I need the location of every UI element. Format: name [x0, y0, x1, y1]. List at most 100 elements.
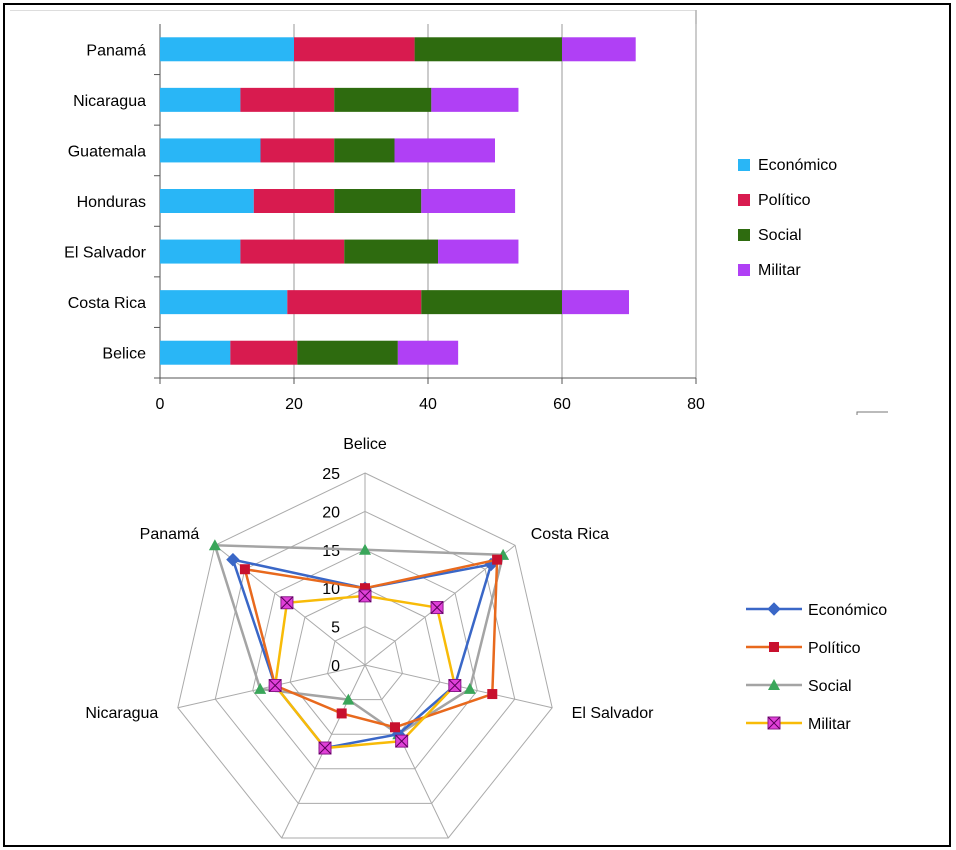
radar-point-economico-panama — [226, 552, 240, 567]
legend-swatch-economico — [738, 159, 750, 171]
axis-label-panama: Panamá — [140, 526, 200, 543]
axis-label-costa-rica: Costa Rica — [531, 526, 609, 543]
radar-point-social-el-salvador — [463, 682, 476, 694]
bar-social-costa-rica — [421, 290, 562, 315]
x-tick-label: 80 — [687, 396, 705, 413]
radar-point-militar-costa-rica-x2 — [430, 601, 444, 614]
legend-label-politico: Político — [808, 640, 861, 657]
legend-swatch-social — [738, 229, 750, 241]
bar-social-panama — [414, 37, 562, 62]
bar-militar-honduras — [421, 189, 516, 213]
x-tick-label: 60 — [553, 396, 571, 413]
radar-point-militar-honduras-x2 — [395, 734, 409, 748]
legend-swatch-politico — [738, 194, 750, 206]
bar-militar-panama — [562, 37, 636, 62]
bar-politico-honduras — [253, 189, 335, 213]
bar-politico-nicaragua — [240, 87, 335, 112]
radar-line-economico — [231, 557, 493, 750]
legend-marker-militar-x2 — [767, 716, 781, 730]
category-label-el-salvador: El Salvador — [64, 245, 146, 262]
radar-point-social-guatemala — [342, 693, 355, 705]
bar-militar-costa-rica — [562, 290, 629, 315]
radar-spoke — [364, 664, 449, 839]
radar-ring — [289, 587, 441, 735]
bar-economico-belice — [160, 340, 231, 365]
legend-label-social: Social — [758, 227, 802, 244]
radar-ring — [214, 510, 516, 804]
legend-label-politico: Político — [758, 192, 811, 209]
bar-economico-el-salvador — [160, 239, 241, 264]
radar-point-politico-el-salvador — [487, 689, 498, 700]
radar-series-militar — [268, 589, 462, 755]
axis-label-belice: Belice — [343, 436, 387, 453]
legend-label-economico: Económico — [808, 602, 887, 619]
category-label-nicaragua: Nicaragua — [73, 93, 146, 110]
category-label-honduras: Honduras — [77, 194, 146, 211]
bar-social-el-salvador — [344, 239, 439, 264]
category-label-guatemala: Guatemala — [68, 143, 146, 160]
radar-point-militar-nicaragua-x2 — [268, 679, 282, 692]
corner-mark — [856, 411, 888, 418]
x-tick-label: 40 — [419, 396, 437, 413]
radar-point-politico-costa-rica — [492, 554, 503, 565]
legend-marker-economico — [767, 602, 781, 616]
radar-legend: Económico Político Social Militar — [746, 602, 887, 733]
bar-economico-honduras — [160, 189, 254, 213]
bar-economico-guatemala — [160, 138, 261, 163]
radar-point-politico-belice — [360, 583, 370, 594]
radar-point-militar-el-salvador-x2 — [448, 679, 462, 692]
x-tick-label: 20 — [285, 396, 303, 413]
category-label-costa-rica: Costa Rica — [68, 295, 146, 312]
x-tick-label: 0 — [156, 396, 165, 413]
bar-economico-costa-rica — [160, 290, 288, 315]
bar-legend: Económico Político Social Militar — [738, 157, 837, 279]
radar-point-social-nicaragua — [254, 682, 267, 694]
axis-label-nicaragua: Nicaragua — [85, 705, 158, 722]
radar-line-militar — [273, 594, 457, 750]
radar-point-politico-panama — [239, 564, 250, 575]
radar-point-militar-nicaragua — [268, 679, 282, 693]
radar-point-militar-guatemala-x2 — [318, 741, 332, 755]
radial-tick-label: 5 — [331, 620, 340, 637]
legend-marker-militar — [767, 716, 781, 730]
bar-chart-svg: 0 20 40 60 80 Belice Costa Rica El Salvador Hond… — [10, 9, 888, 418]
radar-point-politico-honduras — [389, 722, 400, 733]
bar-social-nicaragua — [334, 87, 432, 112]
radar-ring — [177, 472, 553, 839]
radar-point-militar-guatemala — [318, 741, 332, 755]
bar-militar-guatemala — [394, 138, 495, 163]
radar-point-militar-panama-x2 — [280, 596, 294, 610]
bar-social-belice — [297, 340, 398, 365]
radar-point-politico-guatemala — [336, 708, 347, 719]
bar-militar-belice — [397, 340, 459, 365]
legend-marker-politico — [769, 642, 779, 652]
category-label-belice: Belice — [102, 346, 146, 363]
legend-label-economico: Económico — [758, 157, 837, 174]
bar-militar-nicaragua — [431, 87, 519, 112]
bar-politico-costa-rica — [287, 290, 422, 315]
bar-politico-panama — [294, 37, 415, 62]
radial-tick-label: 25 — [322, 466, 340, 483]
radar-ring — [327, 626, 403, 701]
radar-line-politico — [243, 558, 499, 729]
radar-ring — [252, 549, 478, 770]
bar-economico-nicaragua — [160, 87, 241, 112]
radar-point-militar-belice — [358, 589, 372, 603]
figure-frame — [3, 3, 951, 847]
radar-point-social-panama — [208, 539, 221, 551]
radar-point-militar-el-salvador — [448, 679, 462, 693]
radar-point-social-belice — [359, 543, 371, 555]
axis-label-el-salvador: El Salvador — [572, 705, 654, 722]
legend-label-militar: Militar — [808, 716, 851, 733]
radial-tick-label: 20 — [322, 504, 340, 521]
bar-economico-panama — [160, 37, 294, 62]
radar-point-militar-costa-rica — [430, 601, 444, 615]
bar-politico-guatemala — [260, 138, 335, 163]
bar-militar-el-salvador — [438, 239, 519, 264]
stacked-bar-chart: 0 20 40 60 80 Belice Costa Rica El Salvador Hond… — [10, 9, 945, 418]
legend-marker-social — [768, 679, 780, 690]
legend-label-militar: Militar — [758, 262, 801, 279]
bar-politico-belice — [230, 340, 298, 365]
